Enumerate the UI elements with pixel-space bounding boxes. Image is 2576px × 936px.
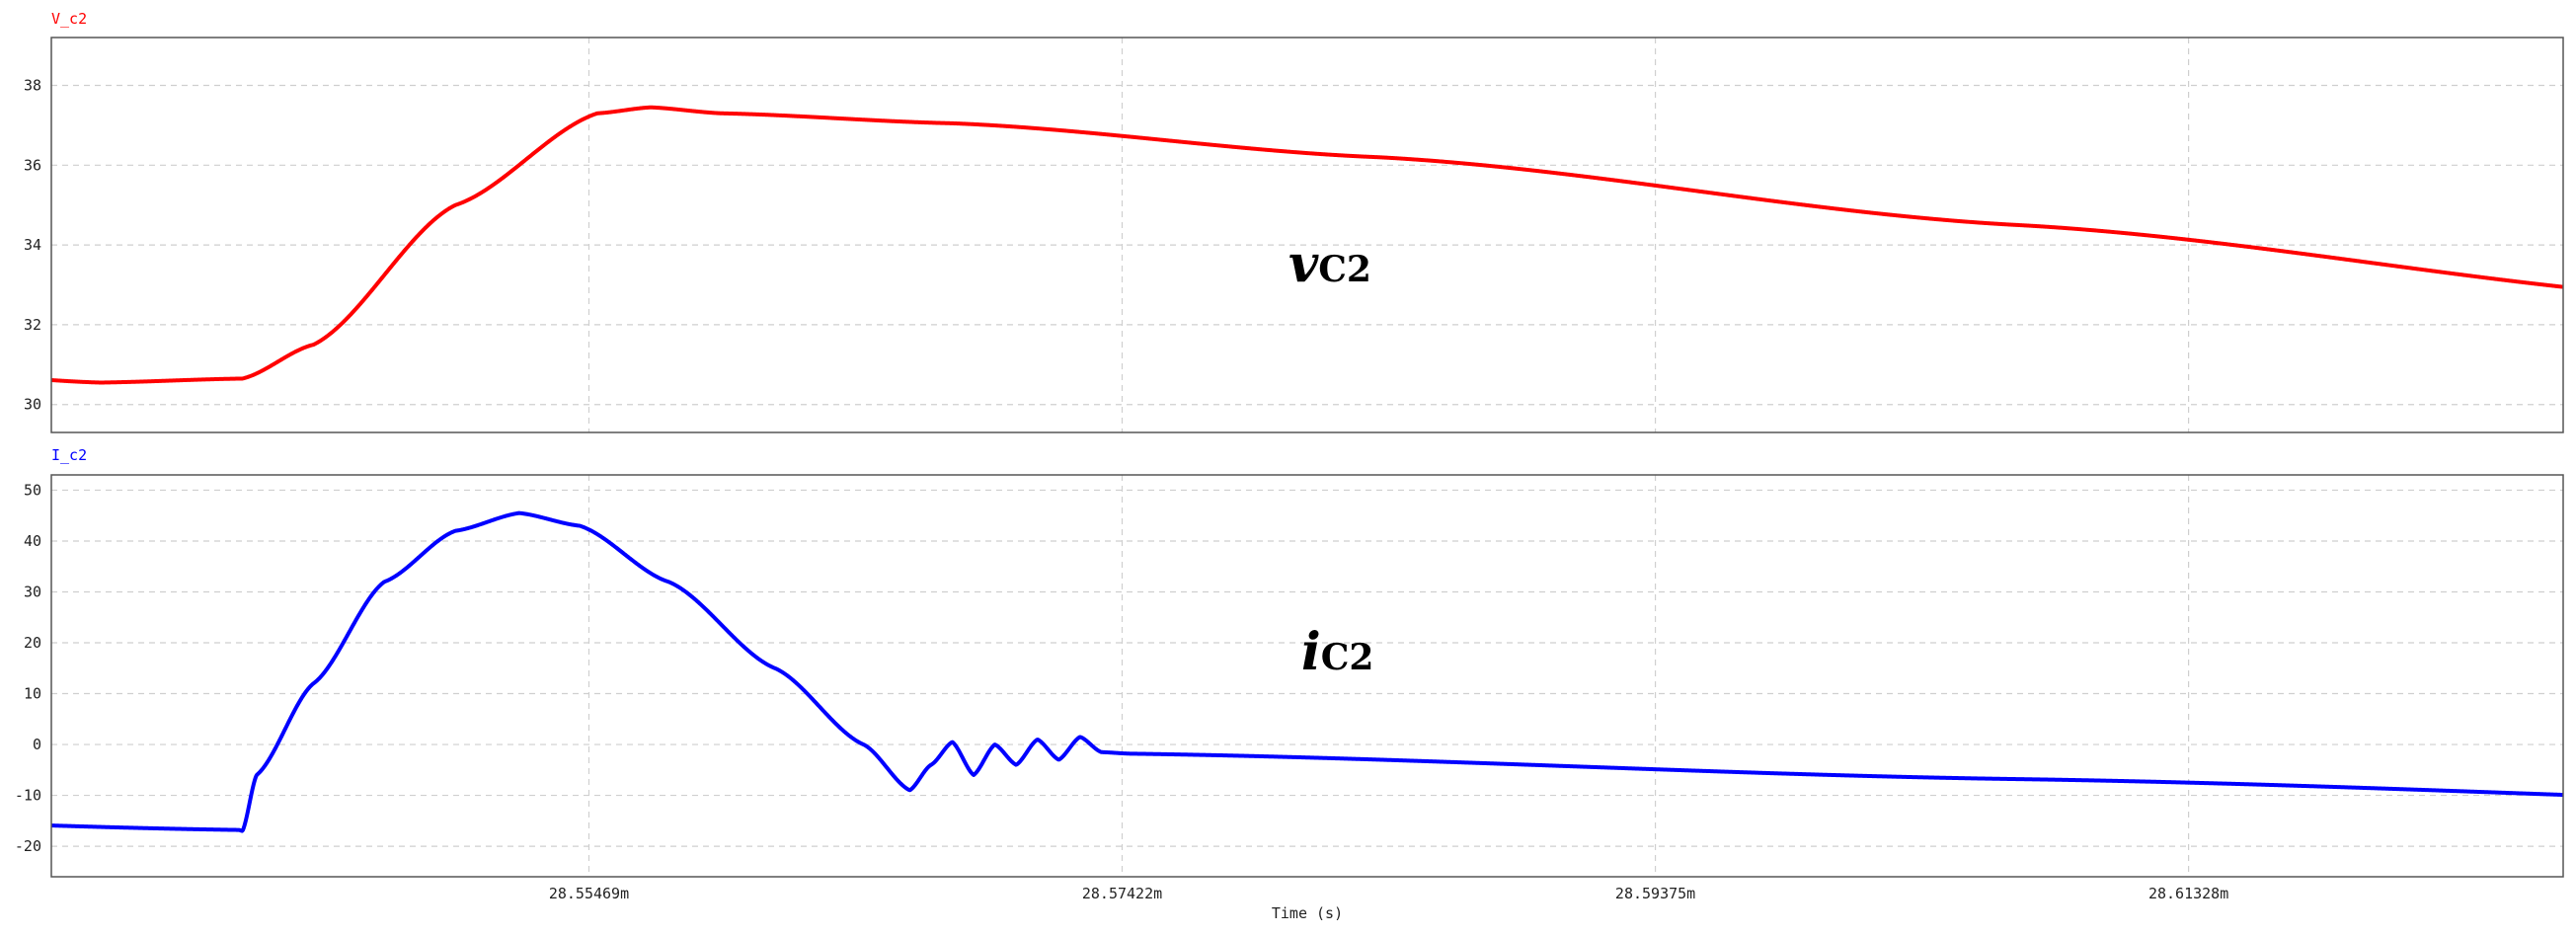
voltage-trace bbox=[49, 105, 2565, 385]
current-annotation: iC2 bbox=[1301, 622, 1373, 682]
x-tick-label: 28.59375m bbox=[1615, 885, 1695, 902]
current-y-tick-label: 10 bbox=[24, 685, 41, 703]
voltage-y-tick-label: 38 bbox=[24, 76, 41, 94]
current-y-tick-label: 20 bbox=[24, 634, 41, 652]
current-y-tick-label: -20 bbox=[15, 837, 41, 855]
current-y-tick-label: 0 bbox=[33, 736, 41, 753]
current-y-tick-label: 30 bbox=[24, 583, 41, 600]
current-panel: I_c2 -20 -10 0 10 20 30 40 50 iC2 bbox=[15, 446, 2565, 878]
voltage-y-tick-label: 36 bbox=[24, 156, 41, 174]
current-y-axis: -20 -10 0 10 20 30 40 50 bbox=[15, 481, 41, 855]
current-grid bbox=[51, 475, 2563, 877]
current-trace bbox=[49, 510, 2565, 833]
voltage-y-tick-label: 34 bbox=[24, 236, 41, 254]
voltage-y-tick-label: 30 bbox=[24, 396, 41, 414]
voltage-grid bbox=[51, 38, 2563, 432]
x-tick-label: 28.57422m bbox=[1082, 885, 1162, 902]
x-tick-label: 28.61328m bbox=[2148, 885, 2228, 902]
current-annotation-main: i bbox=[1301, 622, 1321, 682]
voltage-panel-title: V_c2 bbox=[51, 10, 87, 28]
current-y-tick-label: 40 bbox=[24, 532, 41, 550]
voltage-panel: V_c2 30 32 34 36 38 vC2 bbox=[24, 10, 2565, 433]
voltage-y-tick-label: 32 bbox=[24, 316, 41, 334]
current-annotation-sub: C2 bbox=[1321, 637, 1374, 678]
current-y-tick-label: -10 bbox=[15, 787, 41, 805]
time-x-axis: 28.55469m 28.57422m 28.59375m 28.61328m bbox=[549, 885, 2228, 902]
voltage-plot-frame bbox=[50, 37, 2564, 433]
current-panel-title: I_c2 bbox=[51, 446, 87, 464]
voltage-annotation: vC2 bbox=[1288, 234, 1371, 294]
x-axis-title: Time (s) bbox=[1272, 904, 1343, 922]
current-y-tick-label: 50 bbox=[24, 481, 41, 499]
current-plot-frame bbox=[50, 474, 2564, 878]
x-tick-label: 28.55469m bbox=[549, 885, 629, 902]
voltage-annotation-main: v bbox=[1288, 234, 1319, 294]
voltage-annotation-sub: C2 bbox=[1318, 249, 1371, 290]
voltage-y-axis: 30 32 34 36 38 bbox=[24, 76, 41, 413]
